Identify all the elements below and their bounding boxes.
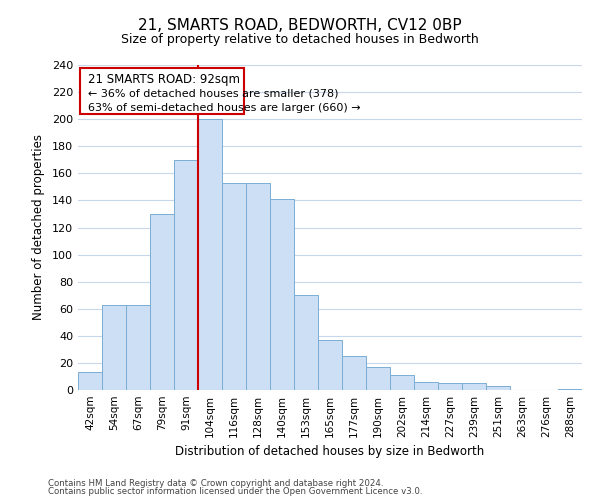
Text: 21 SMARTS ROAD: 92sqm: 21 SMARTS ROAD: 92sqm (88, 73, 239, 86)
Bar (438, 383, 462, 390)
Text: Size of property relative to detached houses in Bedworth: Size of property relative to detached ho… (121, 32, 479, 46)
Text: Contains public sector information licensed under the Open Government Licence v3: Contains public sector information licen… (48, 487, 422, 496)
Bar (318, 340, 342, 390)
FancyBboxPatch shape (80, 68, 244, 114)
Bar (414, 382, 438, 390)
Bar (126, 304, 150, 390)
Bar (222, 183, 246, 390)
Bar (462, 383, 486, 390)
Bar (294, 295, 318, 390)
Bar (102, 304, 126, 390)
Text: 63% of semi-detached houses are larger (660) →: 63% of semi-detached houses are larger (… (88, 103, 360, 113)
Bar (366, 367, 390, 390)
Bar (174, 160, 198, 390)
Text: Contains HM Land Registry data © Crown copyright and database right 2024.: Contains HM Land Registry data © Crown c… (48, 478, 383, 488)
Y-axis label: Number of detached properties: Number of detached properties (32, 134, 45, 320)
Bar (150, 214, 174, 390)
Bar (246, 183, 270, 390)
Bar (558, 388, 582, 390)
Bar (270, 199, 294, 390)
Bar (198, 119, 222, 390)
Text: ← 36% of detached houses are smaller (378): ← 36% of detached houses are smaller (37… (88, 88, 338, 98)
Text: 21, SMARTS ROAD, BEDWORTH, CV12 0BP: 21, SMARTS ROAD, BEDWORTH, CV12 0BP (138, 18, 462, 32)
X-axis label: Distribution of detached houses by size in Bedworth: Distribution of detached houses by size … (175, 446, 485, 458)
Bar (486, 386, 510, 390)
Bar (390, 375, 414, 390)
Bar (342, 356, 366, 390)
Bar (78, 372, 102, 390)
